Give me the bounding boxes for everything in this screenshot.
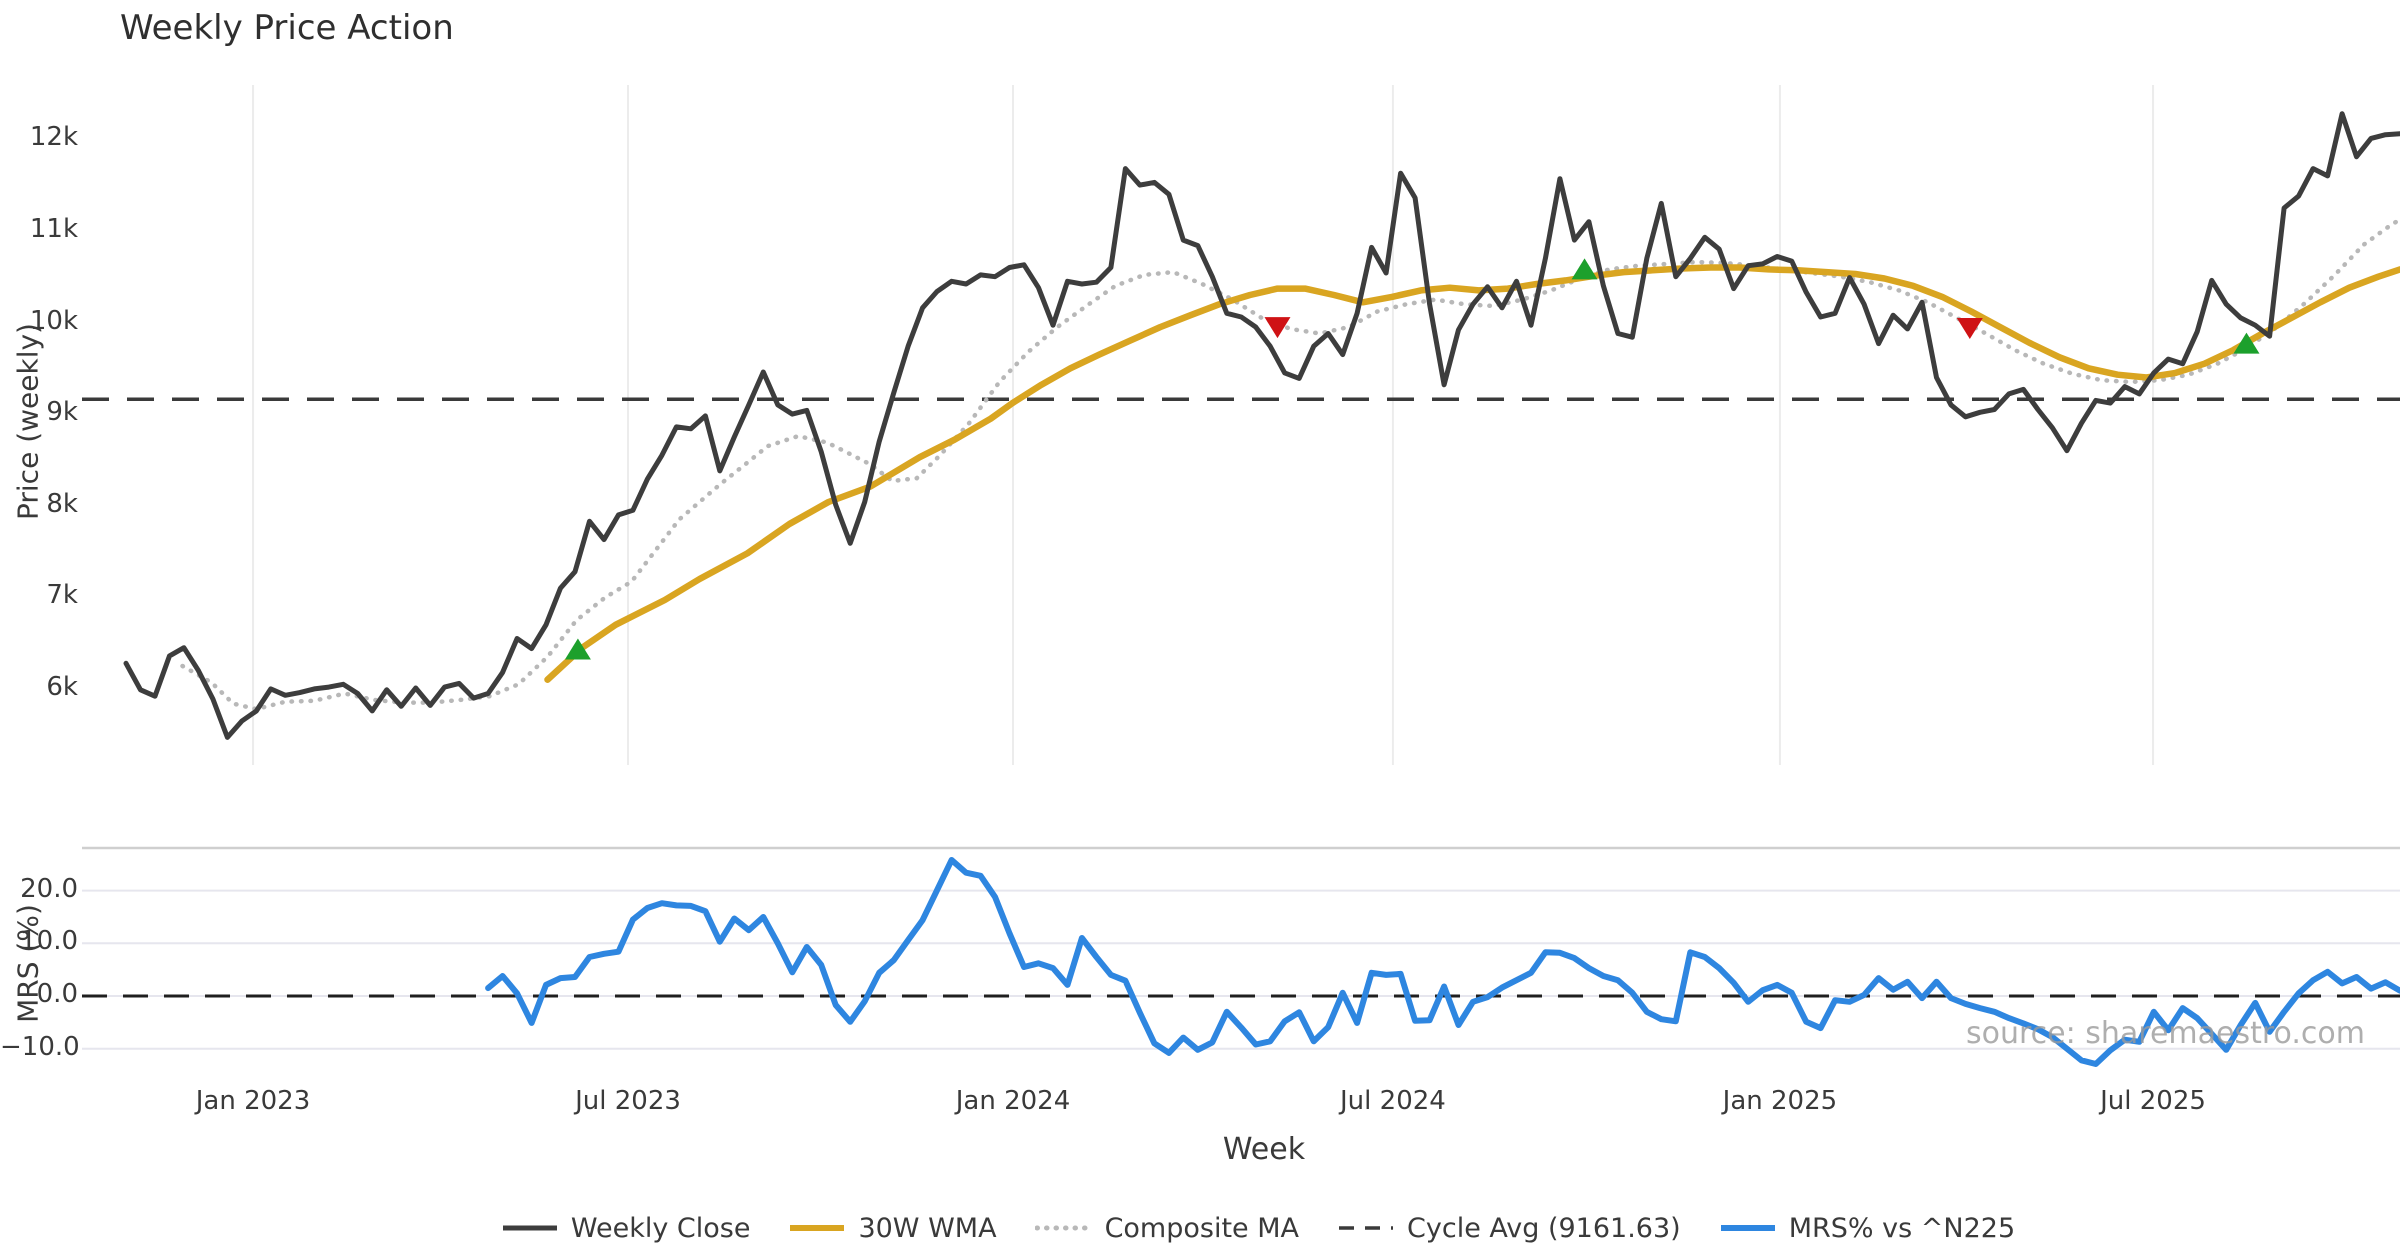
legend-line-sample <box>502 1225 557 1231</box>
legend-item-weekly-close[interactable]: Weekly Close <box>501 1212 751 1244</box>
sell-signal-marker <box>1264 317 1291 339</box>
legend-item-composite-ma[interactable]: Composite MA <box>1034 1212 1300 1244</box>
sell-signal-marker <box>1956 317 1983 339</box>
legend-line-sample <box>790 1225 845 1231</box>
legend-item-30w-wma[interactable]: 30W WMA <box>788 1212 997 1244</box>
legend-line-sample <box>1034 1225 1093 1231</box>
price-tick-label: 10k <box>29 305 78 336</box>
x-tick-label: Jan 2023 <box>195 1086 311 1116</box>
buy-signal-marker <box>2233 332 2260 354</box>
buy-signal-marker <box>1571 258 1598 280</box>
watermark: source: sharemaestro.com <box>1966 1016 2365 1051</box>
legend: Weekly Close 30W WMA Composite MA Cycle Avg… <box>116 1204 2400 1252</box>
chart-title: Weekly Price Action <box>120 8 454 48</box>
price-tick-label: 9k <box>46 397 78 428</box>
x-tick-label: Jul 2025 <box>2100 1086 2206 1116</box>
buy-signal-marker <box>564 638 591 660</box>
mrs-tick-label: 0.0 <box>36 979 78 1009</box>
price-tick-label: 8k <box>46 488 78 519</box>
x-tick-label: Jul 2023 <box>575 1086 681 1116</box>
legend-item-cycle-avg-9161-63[interactable]: Cycle Avg (9161.63) <box>1337 1213 1681 1244</box>
x-tick-label: Jan 2025 <box>1722 1086 1838 1116</box>
mrs-tick-label: 20.0 <box>20 873 78 904</box>
x-axis-title: Week <box>1222 1132 1306 1167</box>
legend-label: MRS% vs ^N225 <box>1788 1212 2016 1244</box>
legend-label: Weekly Close <box>570 1212 751 1244</box>
legend-line-sample <box>1339 1226 1394 1230</box>
x-tick-label: Jan 2024 <box>955 1086 1071 1116</box>
legend-line-sample <box>1720 1225 1775 1231</box>
price-tick-label: 12k <box>29 122 78 153</box>
mrs-axis-title: MRS (%) <box>11 904 45 1023</box>
wma-30w-line <box>544 264 2400 683</box>
legend-item-mrs-vs-n225[interactable]: MRS% vs ^N225 <box>1719 1213 2015 1244</box>
legend-label: 30W WMA <box>858 1212 997 1244</box>
price-tick-label: 11k <box>29 213 78 244</box>
mrs-tick-label: −10.0 <box>0 1031 80 1062</box>
mrs-line <box>485 857 2400 1067</box>
price-tick-label: 6k <box>46 671 78 702</box>
price-tick-label: 7k <box>46 580 78 611</box>
legend-label: Cycle Avg (9161.63) <box>1407 1212 1681 1244</box>
weekly-close-line <box>123 111 2400 740</box>
x-tick-label: Jul 2024 <box>1340 1086 1446 1116</box>
composite-ma-line <box>180 217 2400 712</box>
mrs-tick-label: 10.0 <box>20 926 78 957</box>
legend-label: Composite MA <box>1104 1212 1300 1244</box>
